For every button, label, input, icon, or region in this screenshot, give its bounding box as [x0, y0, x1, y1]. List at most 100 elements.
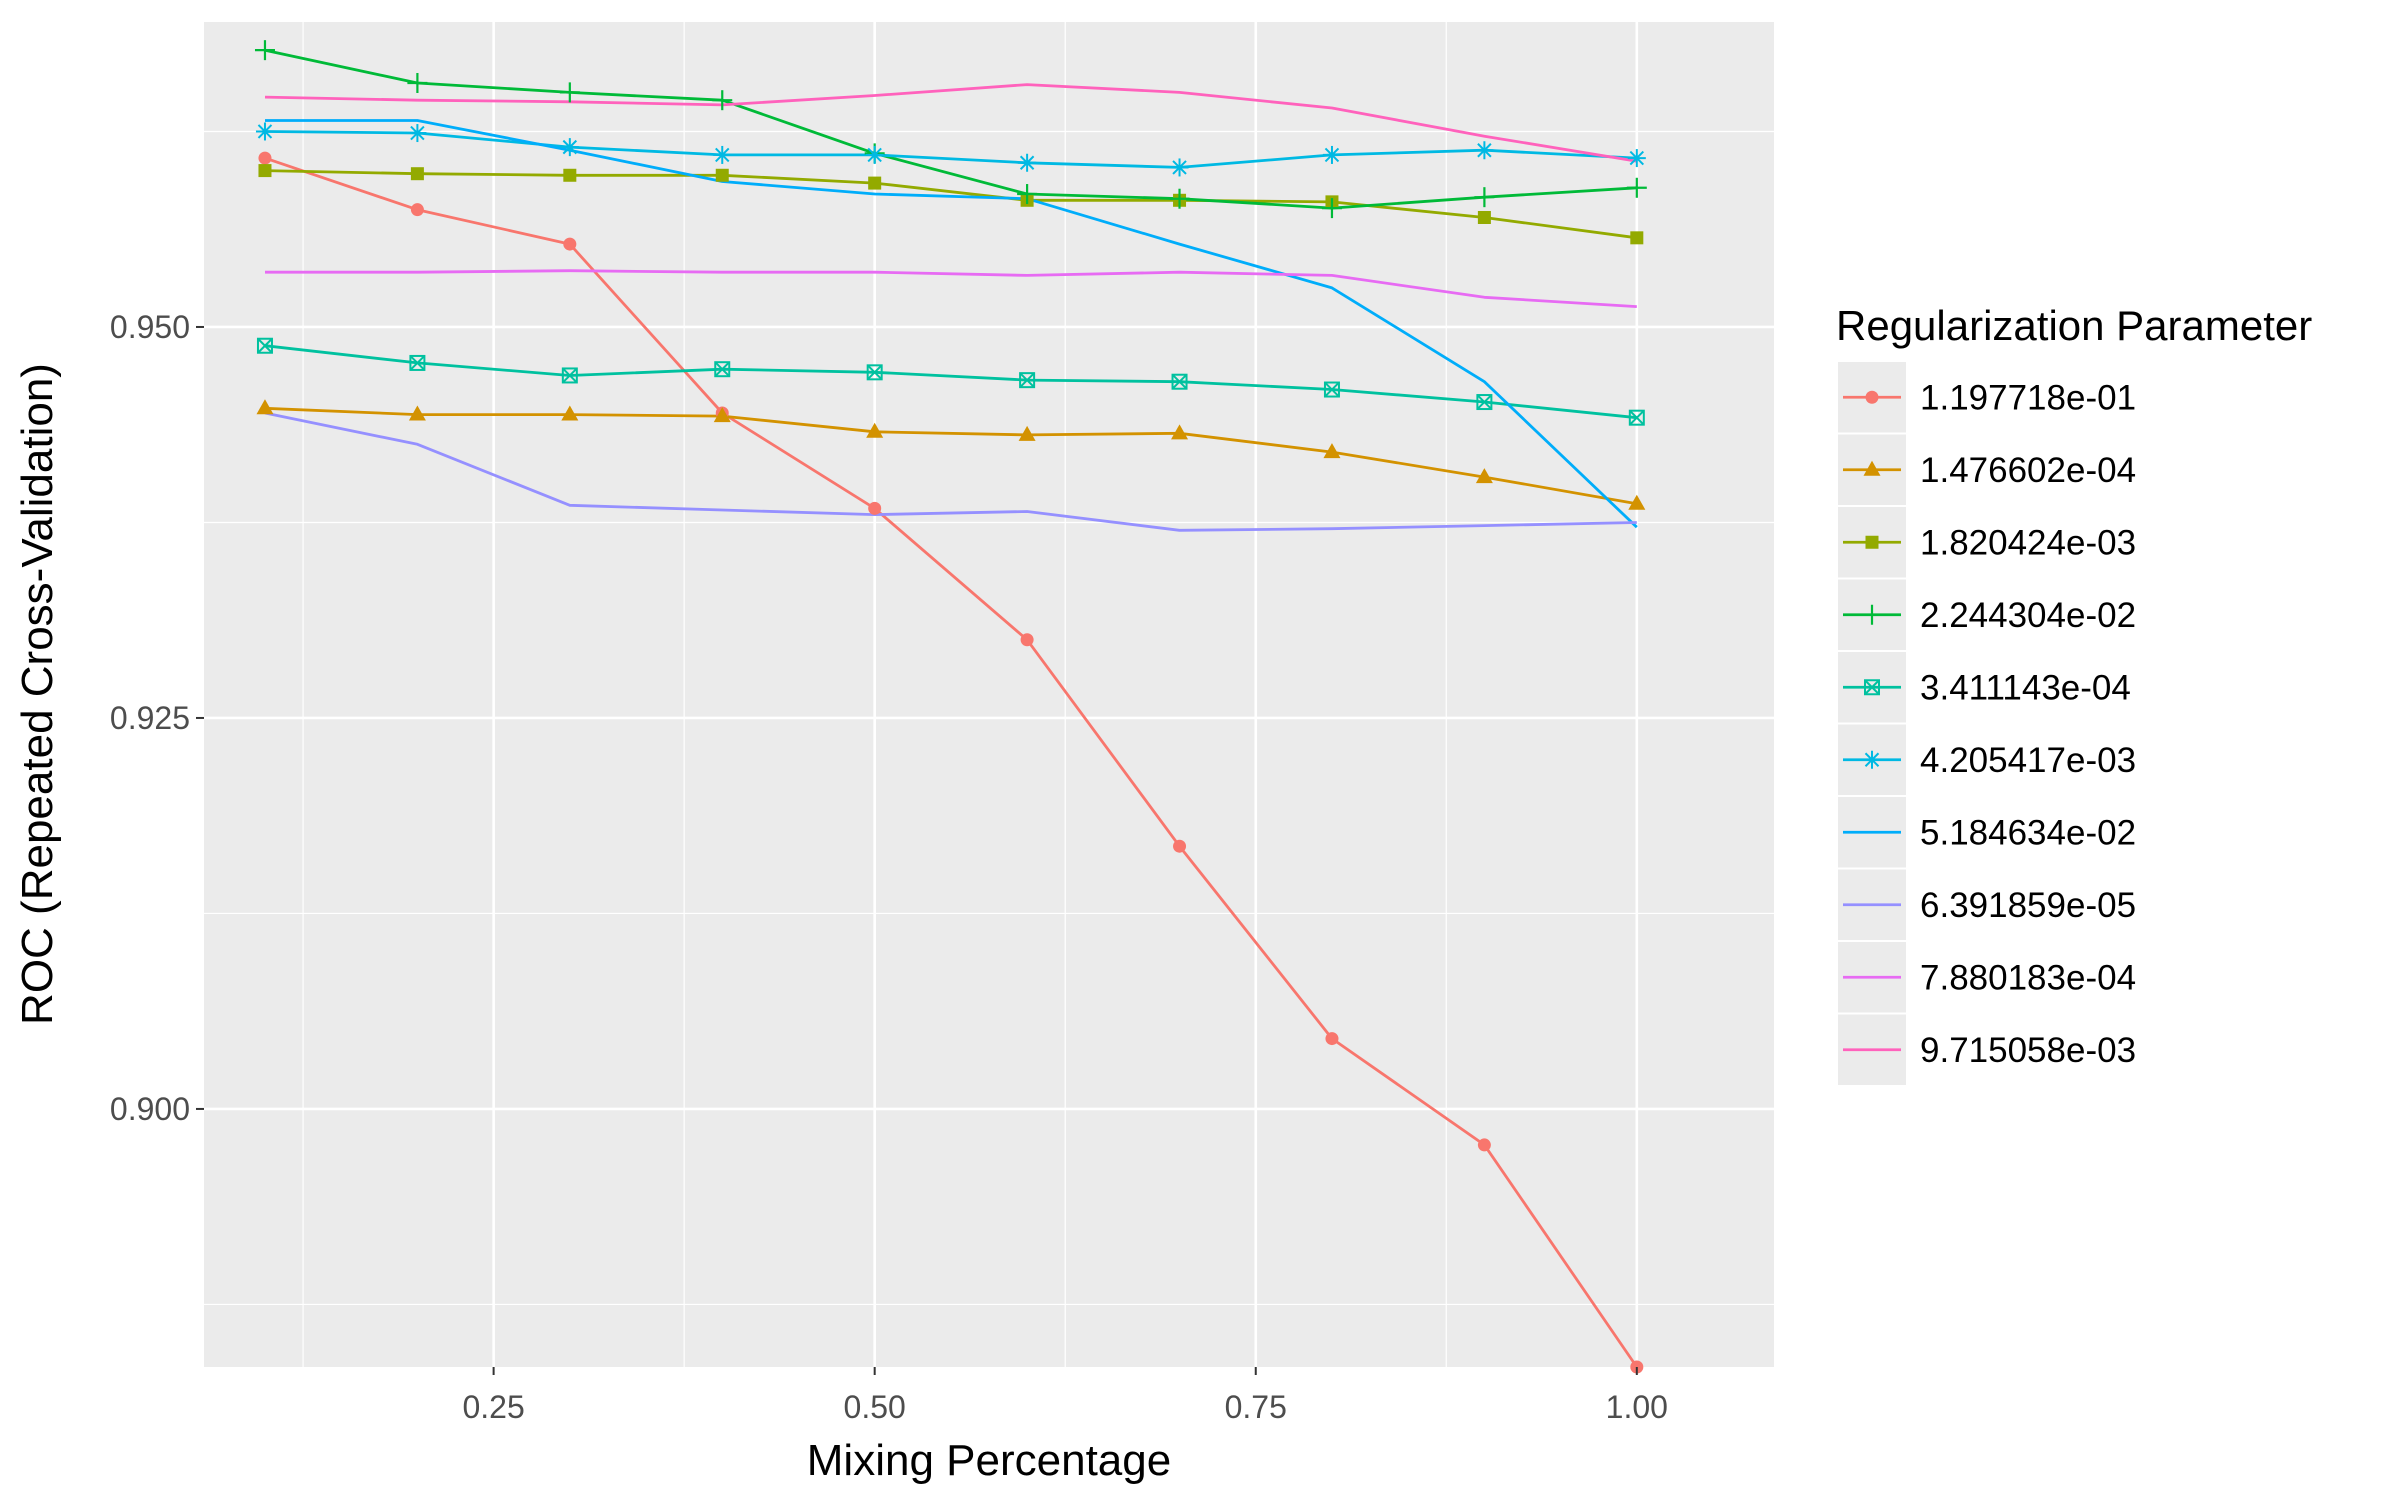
legend-label: 2.244304e-02	[1920, 596, 2136, 635]
plot-panel	[204, 22, 1774, 1367]
data-point-5-5	[1018, 153, 1037, 172]
data-point-0-7	[1325, 1032, 1339, 1046]
legend-key-marker	[1863, 460, 1881, 476]
legend-item: 1.476602e-04	[1838, 434, 2136, 505]
data-point-1-4	[866, 422, 884, 438]
data-point-5-1	[408, 124, 427, 143]
data-point-4-1	[409, 354, 426, 371]
data-point-0-4	[868, 501, 882, 515]
data-point-4-2	[561, 367, 578, 384]
data-point-1-5	[1018, 425, 1036, 441]
data-point-0-1	[410, 203, 424, 217]
y-tick-label: 0.900	[110, 1091, 190, 1127]
data-point-4-5	[1019, 372, 1036, 389]
data-point-4-9	[1628, 409, 1645, 426]
series-line-1	[264, 406, 1638, 506]
legend-item: 9.715058e-03	[1838, 1014, 2136, 1085]
data-point-3-2	[559, 82, 580, 103]
legend-key-marker	[1862, 604, 1882, 625]
legend-key-marker	[1865, 535, 1879, 549]
legend-item: 5.184634e-02	[1838, 797, 2136, 868]
data-point-1-8	[1475, 468, 1493, 484]
data-point-5-0	[255, 122, 274, 141]
data-point-2-0	[258, 164, 272, 178]
data-point-5-3	[713, 145, 732, 164]
data-point-4-4	[866, 364, 883, 381]
data-point-3-3	[712, 90, 733, 111]
data-point-5-8	[1475, 141, 1494, 160]
data-point-2-3	[715, 168, 729, 182]
series-line-6	[265, 119, 1638, 529]
y-tick-label: 0.925	[110, 700, 190, 736]
data-point-4-6	[1171, 373, 1188, 390]
data-point-4-3	[714, 361, 731, 378]
data-point-1-0	[256, 399, 274, 415]
data-point-0-6	[1173, 839, 1187, 853]
x-tick-label: 0.25	[462, 1389, 524, 1425]
series-line-4	[264, 344, 1637, 420]
data-point-2-2	[563, 168, 577, 182]
axes: 0.25 0.50 0.75 1.00 0.900 0.925 0.950	[110, 309, 1668, 1425]
data-point-1-1	[408, 405, 426, 421]
data-point-1-9	[1628, 494, 1646, 510]
series-line-5	[264, 130, 1637, 169]
data-point-1-3	[713, 407, 731, 423]
grid-lines	[204, 22, 1774, 1367]
data-point-4-0	[256, 337, 273, 354]
data-point-1-6	[1171, 424, 1189, 440]
legend-label: 3.411143e-04	[1920, 668, 2131, 707]
x-tick-label: 1.00	[1606, 1389, 1668, 1425]
data-point-0-2	[563, 237, 577, 251]
legend-label: 7.880183e-04	[1920, 958, 2136, 997]
series-line-8	[265, 269, 1637, 308]
data-point-2-8	[1477, 210, 1491, 224]
data-point-3-8	[1474, 187, 1495, 208]
legend-label: 1.197718e-01	[1920, 378, 2136, 417]
x-tick-label: 0.50	[844, 1389, 906, 1425]
legend-item: 3.411143e-04	[1838, 652, 2131, 723]
series-line-0	[264, 156, 1638, 1368]
data-point-0-8	[1477, 1138, 1491, 1152]
y-tick-label: 0.950	[110, 309, 190, 345]
data-point-5-6	[1170, 158, 1189, 177]
legend: Regularization Parameter 1.197718e-01 1.4…	[1836, 302, 2312, 1085]
data-point-3-5	[1017, 184, 1038, 205]
data-point-4-8	[1476, 394, 1493, 411]
legend-item: 6.391859e-05	[1838, 869, 2136, 940]
series-line-7	[264, 411, 1637, 532]
legend-item: 4.205417e-03	[1838, 724, 2136, 795]
data-point-0-5	[1020, 633, 1034, 647]
legend-item: 1.197718e-01	[1838, 362, 2136, 433]
data-point-3-0	[254, 40, 275, 61]
x-axis-title: Mixing Percentage	[807, 1436, 1171, 1485]
data-point-5-7	[1322, 145, 1341, 164]
legend-key-marker	[1865, 390, 1879, 404]
data-point-2-1	[410, 167, 424, 181]
data-point-3-6	[1169, 188, 1190, 209]
data-point-2-4	[868, 176, 882, 190]
legend-label: 1.476602e-04	[1920, 451, 2136, 490]
data-point-1-7	[1323, 443, 1341, 459]
data-point-3-7	[1321, 198, 1342, 219]
legend-label: 1.820424e-03	[1920, 523, 2136, 562]
legend-key-marker	[1864, 679, 1880, 696]
data-point-5-2	[560, 138, 579, 157]
legend-title: Regularization Parameter	[1836, 302, 2312, 349]
x-tick-label: 0.75	[1225, 1389, 1287, 1425]
data-point-5-9	[1627, 149, 1646, 168]
data-point-3-1	[407, 72, 428, 93]
legend-item: 2.244304e-02	[1838, 579, 2136, 650]
series-line-3	[264, 48, 1637, 210]
y-axis-title: ROC (Repeated Cross-Validation)	[13, 363, 62, 1025]
legend-item: 1.820424e-03	[1838, 507, 2136, 578]
series-line-2	[264, 169, 1637, 240]
legend-label: 4.205417e-03	[1920, 741, 2136, 780]
legend-label: 9.715058e-03	[1920, 1031, 2136, 1070]
data-point-5-4	[865, 145, 884, 164]
legend-items: 1.197718e-01 1.476602e-04 1.820424e-03 2.24…	[1838, 362, 2136, 1085]
series-markers	[254, 40, 1647, 1374]
data-point-0-0	[258, 151, 272, 165]
data-point-3-9	[1626, 177, 1647, 198]
data-point-2-9	[1630, 231, 1644, 245]
